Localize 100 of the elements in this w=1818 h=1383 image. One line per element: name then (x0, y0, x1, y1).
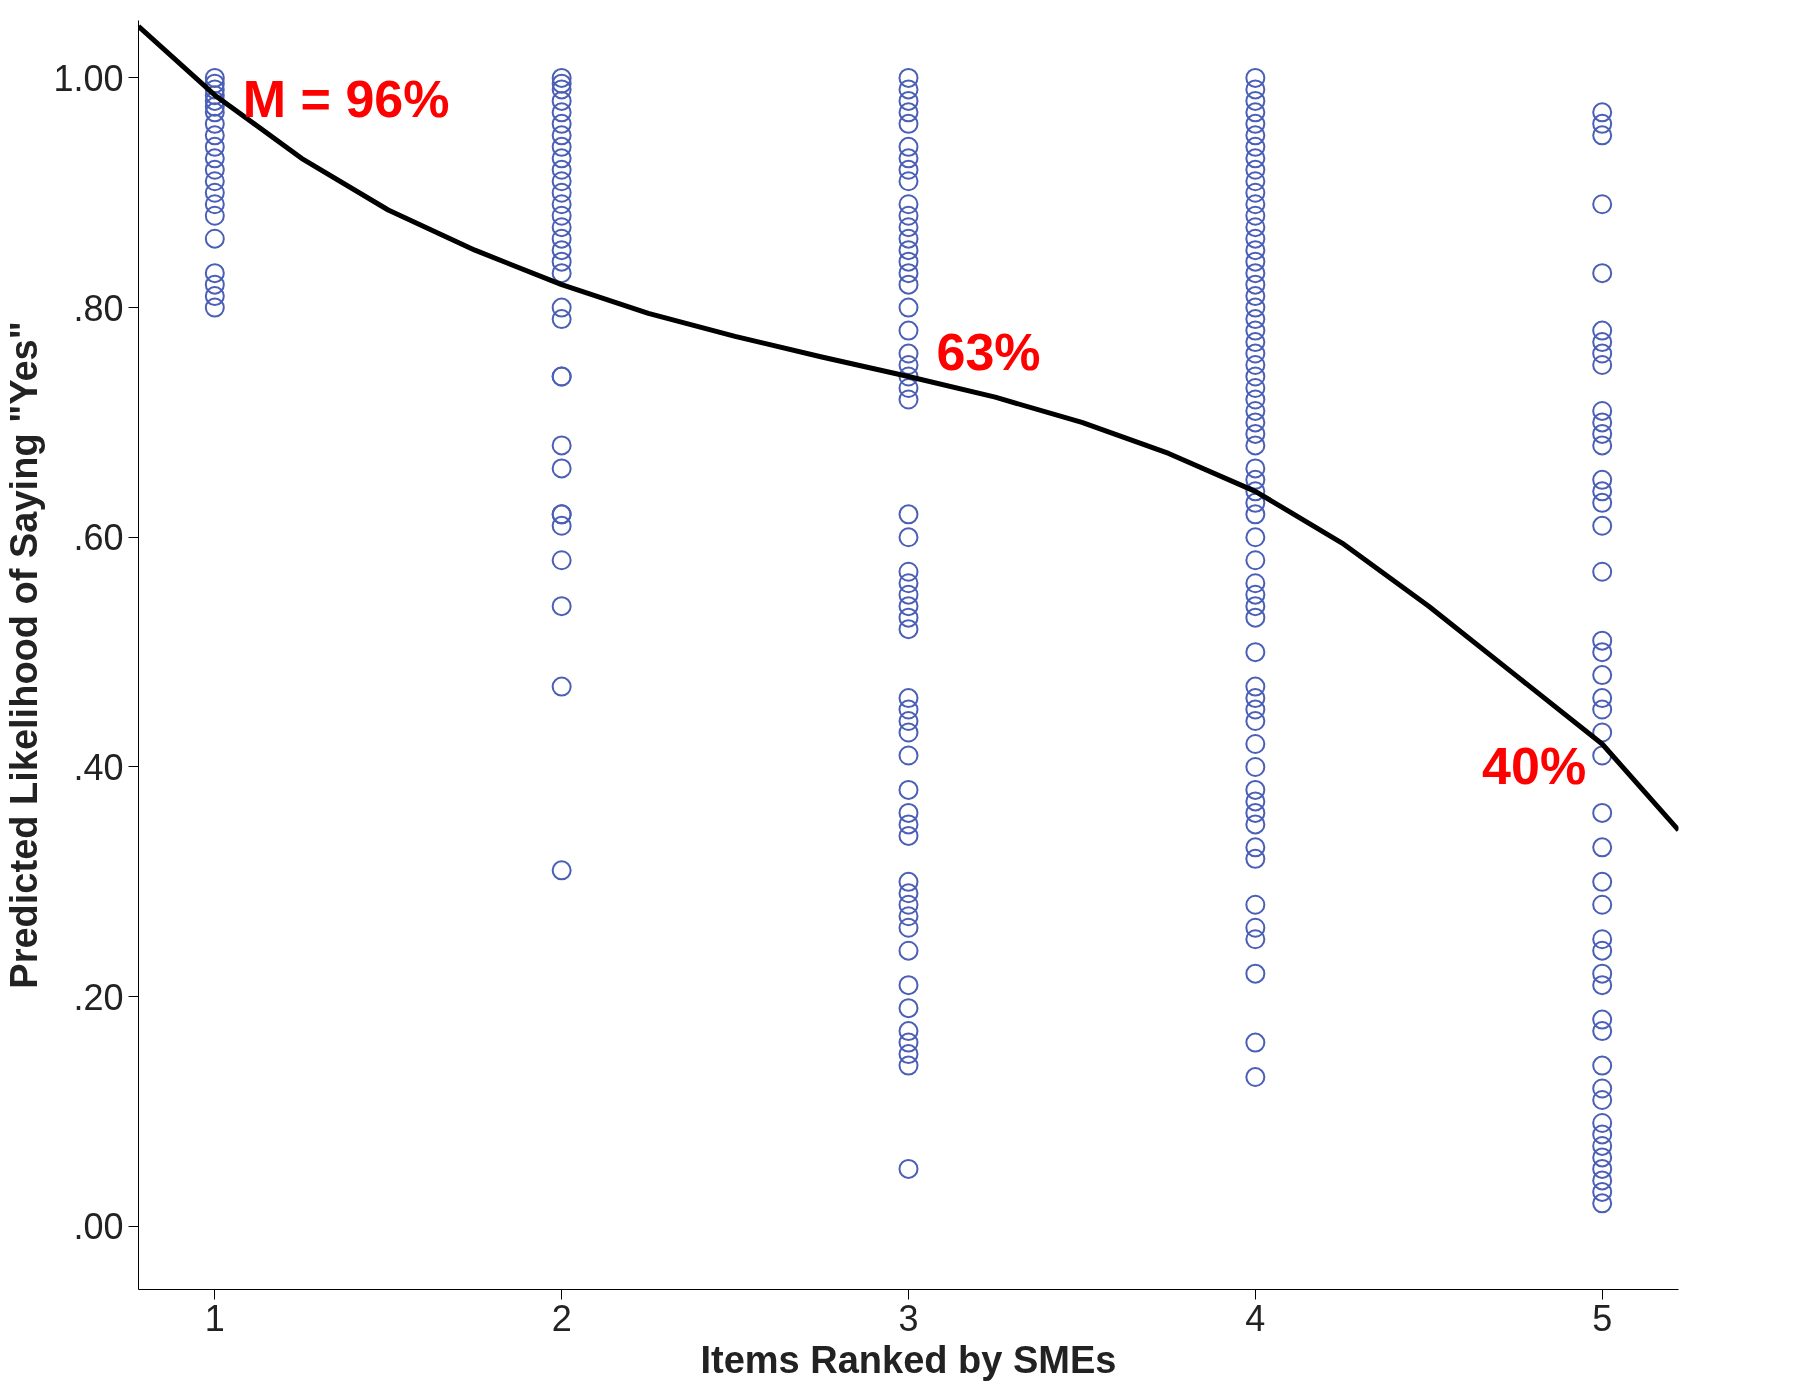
point (204, 171, 225, 192)
point (898, 883, 919, 904)
point (1592, 699, 1613, 720)
x-tick-label: 5 (1592, 1297, 1613, 1339)
point (1592, 355, 1613, 376)
point (898, 1158, 919, 1179)
point (1592, 642, 1613, 663)
point (551, 676, 572, 697)
point (1592, 894, 1613, 915)
point (898, 1055, 919, 1076)
point (204, 286, 225, 307)
point (898, 573, 919, 594)
point (1592, 320, 1613, 341)
point (898, 79, 919, 100)
point (898, 194, 919, 215)
point (204, 297, 225, 318)
y-axis-title: Predicted Likelihood of Saying "Yes" (3, 321, 46, 989)
point (551, 217, 572, 238)
point (898, 607, 919, 628)
point (1592, 343, 1613, 364)
point (898, 389, 919, 410)
point (551, 205, 572, 226)
point (898, 906, 919, 927)
point (1592, 802, 1613, 823)
point (898, 67, 919, 88)
y-tick-label: .40 (73, 746, 124, 788)
point (1592, 1113, 1613, 1133)
point (898, 619, 919, 640)
point (1592, 1193, 1613, 1214)
point (898, 1021, 919, 1042)
point (898, 378, 919, 398)
point (551, 159, 572, 180)
point (551, 228, 572, 249)
point (1592, 435, 1613, 456)
point (551, 73, 572, 94)
point (898, 228, 919, 249)
point (551, 90, 572, 111)
point (551, 102, 572, 123)
point (898, 263, 919, 284)
point (204, 67, 225, 88)
point (898, 1044, 919, 1065)
point (898, 699, 919, 720)
point (551, 251, 572, 272)
point (204, 182, 225, 203)
point (551, 148, 572, 169)
point (551, 297, 572, 318)
point (1592, 963, 1613, 984)
point (898, 975, 919, 996)
point (898, 240, 919, 261)
point (204, 148, 225, 169)
point (1592, 1158, 1613, 1179)
annotation: 40% (1482, 737, 1587, 796)
y-tick-label: .80 (73, 287, 124, 329)
y-tick-label: 1.00 (53, 57, 124, 99)
point (898, 814, 919, 835)
point (898, 217, 919, 238)
point (1592, 1055, 1613, 1076)
point (551, 550, 572, 571)
point (898, 136, 919, 157)
point (1592, 102, 1613, 123)
point (1592, 194, 1613, 215)
point (898, 355, 919, 376)
point (204, 136, 225, 157)
point (1592, 929, 1613, 950)
point (1592, 1009, 1613, 1030)
point (204, 125, 225, 146)
point (1592, 1124, 1613, 1145)
point (898, 998, 919, 1019)
point (898, 722, 919, 743)
point (1592, 1181, 1613, 1202)
point (898, 802, 919, 823)
point (204, 90, 225, 111)
point (1592, 332, 1613, 353)
point (1592, 469, 1613, 490)
x-axis-title: Items Ranked by SMEs (700, 1338, 1117, 1381)
point (1592, 630, 1613, 651)
point (898, 584, 919, 605)
point (551, 125, 572, 146)
point (898, 779, 919, 800)
point (1592, 837, 1613, 858)
point (551, 309, 572, 330)
point (204, 194, 225, 215)
point (898, 917, 919, 938)
point (551, 171, 572, 192)
point (551, 458, 572, 479)
point (204, 159, 225, 180)
point (1592, 871, 1613, 892)
point (898, 102, 919, 123)
point (551, 67, 572, 88)
y-tick-label: .60 (73, 517, 124, 559)
point (898, 113, 919, 134)
point (551, 194, 572, 215)
y-tick-label: .20 (73, 976, 124, 1018)
point (1592, 1170, 1613, 1191)
point (1592, 412, 1613, 433)
point (898, 711, 919, 732)
point (204, 102, 225, 123)
point (1592, 665, 1613, 686)
point (1592, 1021, 1613, 1042)
point (1592, 263, 1613, 284)
